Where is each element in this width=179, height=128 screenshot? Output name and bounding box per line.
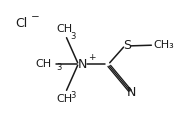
Text: +: +	[88, 53, 95, 62]
Text: 3: 3	[70, 32, 76, 41]
Text: N: N	[77, 57, 87, 71]
Text: S: S	[123, 39, 131, 52]
Text: CH: CH	[57, 24, 73, 34]
Text: −: −	[30, 12, 39, 22]
Text: 3: 3	[56, 63, 61, 72]
Text: 3: 3	[70, 91, 76, 100]
Text: N: N	[127, 86, 136, 99]
Text: CH₃: CH₃	[153, 40, 174, 50]
Text: CH: CH	[36, 59, 52, 69]
Text: Cl: Cl	[15, 17, 27, 30]
Text: CH: CH	[57, 94, 73, 104]
